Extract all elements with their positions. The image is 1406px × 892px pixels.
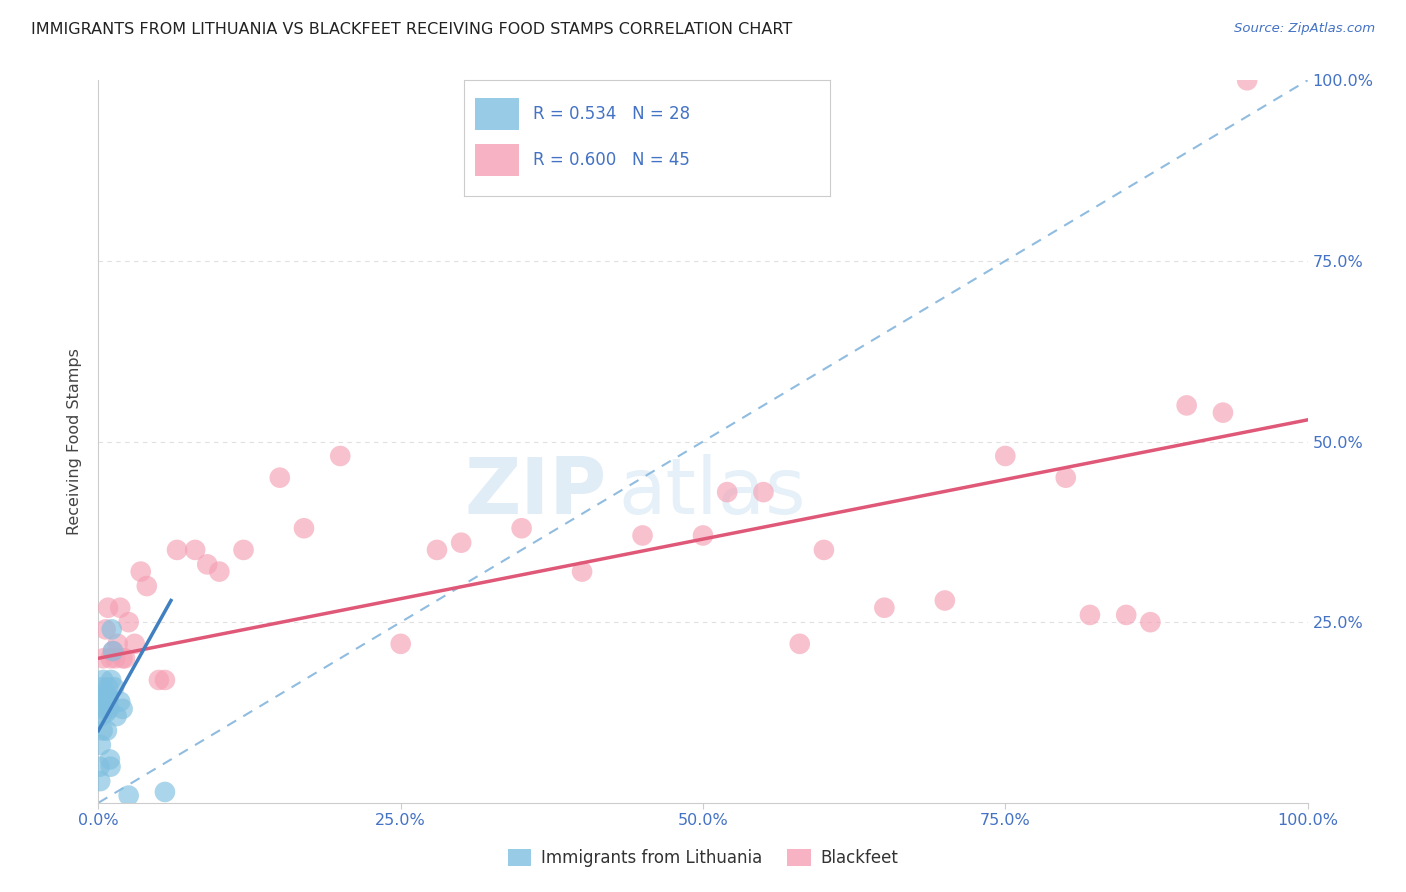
Point: [108, 600, 131, 615]
Point: [94, 623, 117, 637]
Point: [90, 709, 112, 723]
Point: [148, 673, 170, 687]
Text: atlas: atlas: [619, 454, 806, 530]
Point: [111, 651, 134, 665]
Text: IMMIGRANTS FROM LITHUANIA VS BLACKFEET RECEIVING FOOD STAMPS CORRELATION CHART: IMMIGRANTS FROM LITHUANIA VS BLACKFEET R…: [31, 22, 792, 37]
Point: [631, 528, 654, 542]
Point: [97, 600, 120, 615]
Point: [100, 623, 122, 637]
Point: [96, 706, 118, 720]
Point: [232, 542, 254, 557]
Point: [1054, 471, 1077, 485]
Point: [105, 709, 128, 723]
Point: [813, 542, 835, 557]
Point: [129, 565, 152, 579]
Text: ZIP: ZIP: [464, 454, 606, 530]
Point: [195, 558, 218, 572]
Point: [153, 673, 176, 687]
FancyBboxPatch shape: [475, 144, 519, 176]
Point: [97, 691, 120, 706]
Point: [108, 695, 131, 709]
Point: [292, 521, 315, 535]
Point: [166, 542, 188, 557]
Point: [89, 760, 111, 774]
Point: [93, 695, 115, 709]
Point: [94, 691, 117, 706]
Legend: Immigrants from Lithuania, Blackfeet: Immigrants from Lithuania, Blackfeet: [501, 842, 905, 874]
Point: [1115, 607, 1137, 622]
Point: [1212, 406, 1234, 420]
Point: [91, 673, 114, 687]
Point: [107, 637, 129, 651]
Point: [269, 471, 291, 485]
Point: [752, 485, 775, 500]
Y-axis label: Receiving Food Stamps: Receiving Food Stamps: [67, 348, 83, 535]
Point: [98, 702, 121, 716]
Point: [510, 521, 533, 535]
Point: [103, 680, 125, 694]
Point: [450, 535, 472, 549]
Text: R = 0.534   N = 28: R = 0.534 N = 28: [533, 104, 690, 122]
Point: [90, 738, 112, 752]
Point: [426, 542, 449, 557]
Point: [789, 637, 811, 651]
Point: [93, 702, 115, 716]
Point: [934, 593, 956, 607]
Point: [1078, 607, 1101, 622]
Point: [91, 680, 114, 694]
Point: [97, 680, 120, 694]
Point: [100, 673, 122, 687]
Point: [96, 723, 118, 738]
Point: [118, 615, 141, 630]
Point: [716, 485, 738, 500]
Point: [111, 702, 134, 716]
Point: [1175, 398, 1198, 412]
Point: [94, 687, 117, 701]
Point: [153, 785, 176, 799]
Point: [100, 651, 122, 665]
Point: [692, 528, 714, 542]
Point: [571, 565, 593, 579]
Point: [101, 644, 124, 658]
Point: [994, 449, 1017, 463]
Point: [124, 637, 146, 651]
Point: [118, 789, 141, 803]
Text: Source: ZipAtlas.com: Source: ZipAtlas.com: [1234, 22, 1375, 36]
Point: [91, 723, 114, 738]
Point: [184, 542, 207, 557]
FancyBboxPatch shape: [475, 98, 519, 129]
Point: [104, 651, 127, 665]
Point: [1236, 73, 1258, 87]
Point: [89, 774, 111, 789]
Point: [101, 644, 124, 658]
Point: [208, 565, 231, 579]
Point: [100, 760, 122, 774]
Point: [91, 651, 114, 665]
Point: [1139, 615, 1161, 630]
Point: [389, 637, 412, 651]
Point: [96, 687, 118, 701]
Point: [98, 752, 121, 766]
Point: [329, 449, 352, 463]
Point: [114, 651, 136, 665]
Point: [135, 579, 157, 593]
Point: [873, 600, 896, 615]
Text: R = 0.600   N = 45: R = 0.600 N = 45: [533, 151, 690, 169]
